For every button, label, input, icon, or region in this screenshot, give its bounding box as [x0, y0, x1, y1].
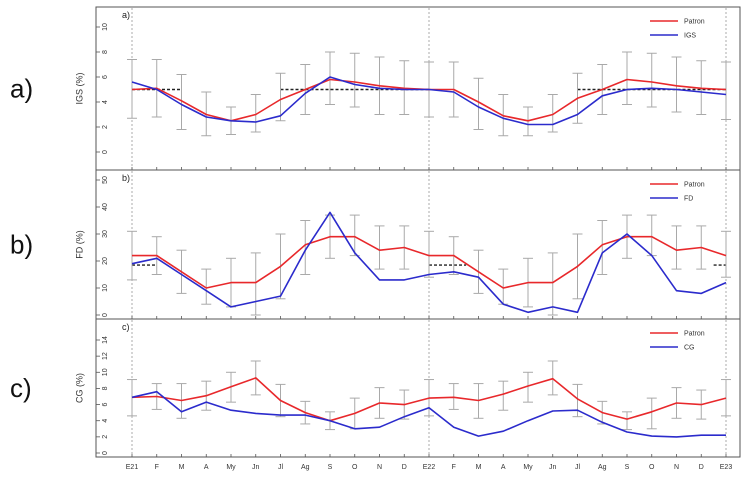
x-tick-label: O — [649, 464, 655, 471]
y-tick-label: 40 — [102, 203, 109, 211]
legend-entry: Patron — [684, 19, 705, 26]
x-tick-label: Ag — [598, 464, 607, 471]
series-line-fd — [131, 211, 727, 314]
y-tick-label: 4 — [102, 100, 109, 104]
x-tick-label: A — [204, 464, 209, 471]
panel-label: b) — [10, 230, 33, 260]
x-tick-label: Jn — [252, 464, 260, 471]
x-tick-label: F — [452, 464, 456, 471]
panel-frame — [95, 318, 741, 458]
y-tick-label: 0 — [102, 150, 109, 154]
x-tick-label: Jl — [278, 464, 284, 471]
x-tick-label: N — [674, 464, 679, 471]
y-tick-label: 10 — [102, 368, 109, 376]
x-tick-label: S — [625, 464, 630, 471]
y-axis-title: CG (%) — [74, 373, 84, 403]
y-tick-label: 10 — [102, 284, 109, 292]
y-tick-label: 4 — [102, 419, 109, 423]
series-line-patron — [132, 235, 727, 289]
legend-entry: IGS — [684, 33, 696, 40]
x-tick-label: F — [155, 464, 159, 471]
y-tick-label: 20 — [102, 257, 109, 265]
x-tick-label: E21 — [126, 464, 139, 471]
x-tick-label: D — [402, 464, 407, 471]
x-tick-label: E22 — [423, 464, 436, 471]
y-tick-label: 8 — [102, 50, 109, 54]
panel-frame — [95, 169, 741, 320]
series-line-igs — [131, 76, 727, 126]
legend-entry: Patron — [684, 331, 705, 338]
x-tick-label: A — [501, 464, 506, 471]
panel-2: 0 10 20 30 40 50 FD (%) b) b) Patron FD — [10, 169, 741, 320]
y-tick-label: 8 — [102, 386, 109, 390]
y-axis-title: FD (%) — [74, 230, 84, 259]
x-tick-label: S — [328, 464, 333, 471]
x-tick-label: E23 — [720, 464, 733, 471]
x-tick-label: Jn — [549, 464, 557, 471]
y-tick-label: 0 — [102, 451, 109, 455]
x-tick-label: Jl — [575, 464, 581, 471]
x-tick-label: M — [476, 464, 482, 471]
y-tick-label: 50 — [102, 176, 109, 184]
x-tick-label: M — [179, 464, 185, 471]
series-line-patron — [131, 377, 727, 422]
panel-label: c) — [10, 373, 32, 403]
y-tick-label: 30 — [102, 230, 109, 238]
y-tick-label: 6 — [102, 403, 109, 407]
panel-tag: b) — [122, 173, 130, 183]
panel-3: 0 2 4 6 8 10 12 14 CG (%) c) c) Patron CG — [10, 318, 741, 458]
y-tick-label: 2 — [102, 435, 109, 439]
y-axis-title: IGS (%) — [74, 72, 84, 104]
panel-tag: a) — [122, 10, 130, 20]
y-tick-label: 12 — [102, 352, 109, 360]
legend-entry: Patron — [684, 182, 705, 189]
x-tick-label: Ag — [301, 464, 310, 471]
x-tick-label: My — [523, 464, 533, 471]
y-tick-label: 6 — [102, 75, 109, 79]
y-tick-label: 2 — [102, 125, 109, 129]
panel-1: 0 2 4 6 8 10 IGS (%) a) a) Patron IGS — [10, 6, 741, 171]
y-tick-label: 0 — [102, 313, 109, 317]
x-axis-labels: E21 F M A My Jn Jl Ag S O N D E22 F M A My Jn Jl Ag S O N D E23 — [126, 464, 733, 471]
y-tick-label: 14 — [102, 336, 109, 344]
legend-entry: FD — [684, 196, 693, 203]
y-tick-label: 10 — [102, 23, 109, 31]
panel-tag: c) — [122, 322, 130, 332]
series-line-cg — [131, 390, 726, 438]
x-tick-label: N — [377, 464, 382, 471]
panel-label: a) — [10, 74, 33, 104]
x-tick-label: O — [352, 464, 358, 471]
x-tick-label: D — [699, 464, 704, 471]
x-tick-label: My — [226, 464, 236, 471]
legend-entry: CG — [684, 345, 695, 352]
